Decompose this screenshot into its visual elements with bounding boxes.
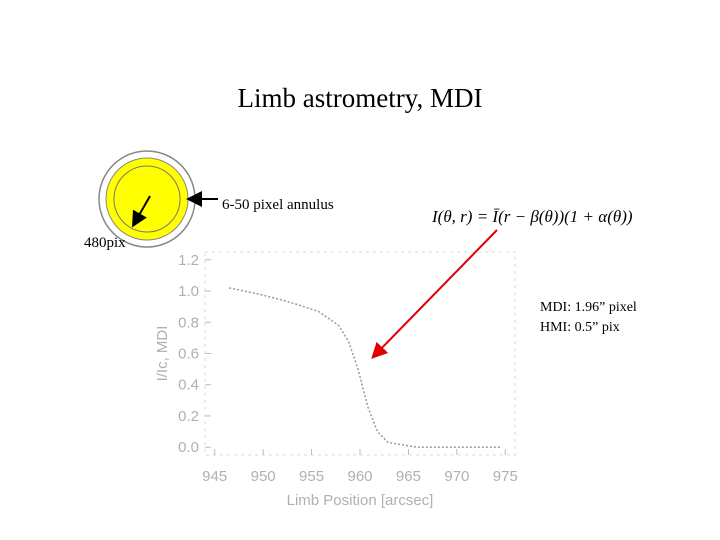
radius-arrow xyxy=(132,195,151,228)
x-axis-label: Limb Position [arcsec] xyxy=(287,492,434,509)
annulus-label: 6-50 pixel annulus xyxy=(222,197,334,213)
y-tick-label: 0.2 xyxy=(178,408,199,425)
y-tick-label: 1.0 xyxy=(178,283,199,300)
y-tick-label: 1.2 xyxy=(178,252,199,269)
x-tick-label: 960 xyxy=(347,468,372,485)
x-tick-label: 970 xyxy=(444,468,469,485)
diameter-label: 480pix xyxy=(84,235,126,251)
disk-inner xyxy=(113,165,181,233)
x-tick-label: 965 xyxy=(396,468,421,485)
formula: I(θ, r) = Ī(r − β(θ))(1 + α(θ)) xyxy=(431,207,633,226)
x-tick-label: 955 xyxy=(299,468,324,485)
y-tick-label: 0.0 xyxy=(178,439,199,456)
x-tick-label: 950 xyxy=(251,468,276,485)
slide-title: Limb astrometry, MDI xyxy=(238,83,483,113)
y-tick-label: 0.6 xyxy=(178,346,199,363)
note: MDI: 1.96” pixel xyxy=(540,300,637,315)
y-tick-label: 0.4 xyxy=(178,377,199,394)
y-tick-label: 0.8 xyxy=(178,314,199,331)
pointer-arrow xyxy=(371,229,498,359)
x-tick-label: 975 xyxy=(493,468,518,485)
note: HMI: 0.5” pix xyxy=(540,320,620,335)
x-tick-label: 945 xyxy=(202,468,227,485)
y-axis-label: I/Ic, MDI xyxy=(154,326,171,382)
